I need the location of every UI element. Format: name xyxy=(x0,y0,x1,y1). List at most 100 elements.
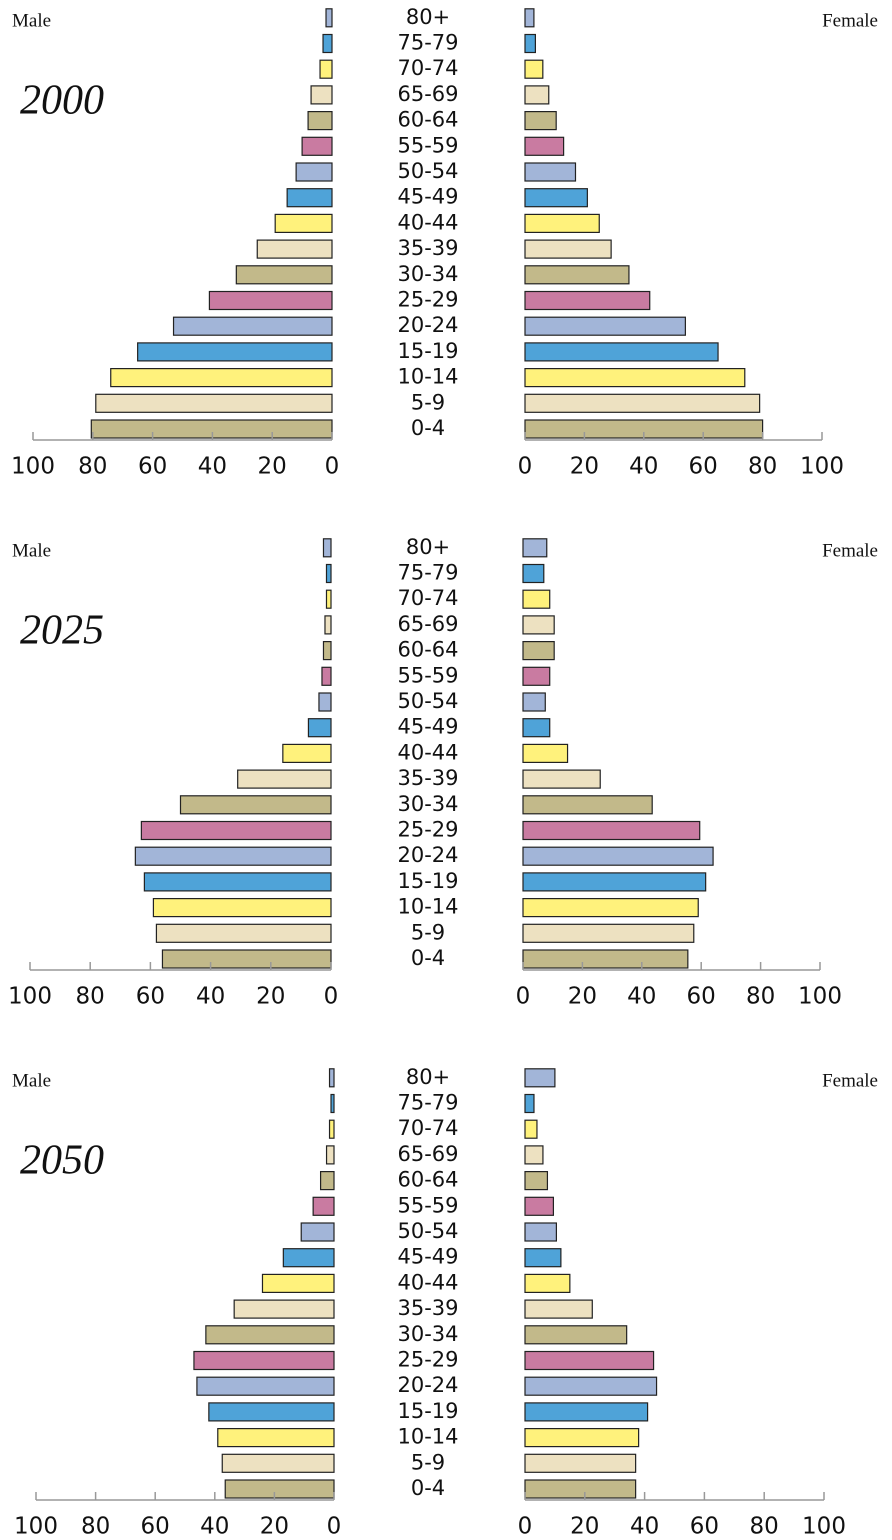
x-tick-label: 80 xyxy=(748,454,777,480)
age-label: 60-64 xyxy=(397,1168,458,1192)
age-label: 75-79 xyxy=(397,31,458,55)
legend-label: Male xyxy=(12,540,51,561)
age-label: 45-49 xyxy=(397,185,458,209)
female-bar xyxy=(524,239,612,259)
male-bar xyxy=(95,393,333,413)
x-tick-label: 0 xyxy=(518,454,533,480)
female-bar xyxy=(522,692,546,712)
age-label: 80+ xyxy=(406,5,450,29)
female-bar xyxy=(522,872,707,892)
male-bar xyxy=(134,846,332,866)
female-bar xyxy=(524,213,600,233)
male-bar xyxy=(143,872,332,892)
age-label: 15-19 xyxy=(397,339,458,363)
legend-label: Female xyxy=(822,540,878,561)
female-bar xyxy=(524,1170,549,1191)
male-bar xyxy=(324,615,332,635)
age-label: 50-54 xyxy=(397,1219,458,1243)
female-bar xyxy=(524,1402,649,1422)
x-tick-label: 40 xyxy=(200,1514,229,1540)
male-bar xyxy=(307,718,332,738)
male-bar xyxy=(152,897,332,918)
male-bar xyxy=(208,290,333,311)
age-label: 5-9 xyxy=(411,1450,445,1474)
male-bar xyxy=(322,538,332,558)
x-tick-label: 100 xyxy=(800,454,844,480)
male-bar xyxy=(205,1325,335,1345)
x-tick-label: 20 xyxy=(258,454,287,480)
male-bar xyxy=(330,1093,335,1114)
female-bar xyxy=(522,538,548,558)
age-label: 10-14 xyxy=(397,895,458,919)
male-bar xyxy=(110,368,333,388)
female-bar xyxy=(524,342,719,362)
female-bar xyxy=(524,1068,556,1088)
x-tick-label: 60 xyxy=(136,984,165,1010)
age-label: 55-59 xyxy=(397,133,458,157)
male-bar xyxy=(235,265,333,285)
female-bar xyxy=(522,615,555,635)
male-bar xyxy=(161,949,332,969)
x-tick-label: 60 xyxy=(138,454,167,480)
age-label: 60-64 xyxy=(397,638,458,662)
age-label: 5-9 xyxy=(411,390,445,414)
male-bar xyxy=(321,666,332,686)
male-bar xyxy=(155,923,332,943)
female-bar xyxy=(522,743,569,764)
female-bar xyxy=(524,316,686,336)
male-bar xyxy=(172,316,333,336)
male-bar xyxy=(179,795,332,815)
age-label: 30-34 xyxy=(397,262,458,286)
female-bar xyxy=(524,1273,571,1294)
x-tick-label: 0 xyxy=(518,1514,533,1540)
age-label: 65-69 xyxy=(397,82,458,106)
female-bar xyxy=(524,162,577,182)
x-tick-label: 40 xyxy=(627,984,656,1010)
x-tick-label: 0 xyxy=(324,984,339,1010)
age-label: 50-54 xyxy=(397,689,458,713)
female-bar xyxy=(524,33,536,54)
age-label: 45-49 xyxy=(397,715,458,739)
age-label: 15-19 xyxy=(397,1399,458,1423)
x-tick-label: 40 xyxy=(198,454,227,480)
legend-label: Female xyxy=(822,10,878,31)
male-bar xyxy=(325,8,333,28)
female-bar xyxy=(522,949,689,969)
age-label: 50-54 xyxy=(397,159,458,183)
age-label: 80+ xyxy=(406,535,450,559)
age-label: 70-74 xyxy=(397,586,458,610)
x-tick-label: 100 xyxy=(798,984,842,1010)
x-tick-label: 20 xyxy=(568,984,597,1010)
male-bar xyxy=(322,33,333,54)
age-label: 60-64 xyxy=(397,108,458,132)
female-bar xyxy=(522,820,701,841)
female-bar xyxy=(524,1093,535,1114)
female-bar xyxy=(524,368,746,388)
male-bar xyxy=(282,1248,335,1268)
male-bar xyxy=(318,692,332,712)
female-bar xyxy=(524,1196,555,1216)
female-bar xyxy=(524,1376,658,1396)
x-tick-label: 60 xyxy=(689,454,718,480)
age-label: 55-59 xyxy=(397,1193,458,1217)
female-bar xyxy=(522,795,653,815)
male-bar xyxy=(319,1170,335,1191)
age-label: 40-44 xyxy=(397,210,458,234)
male-bar xyxy=(295,162,333,182)
age-label: 30-34 xyxy=(397,1322,458,1346)
male-bar xyxy=(137,342,333,362)
x-tick-label: 100 xyxy=(11,454,55,480)
female-bar xyxy=(524,1248,562,1268)
male-bar xyxy=(140,820,332,841)
x-tick-label: 40 xyxy=(196,984,225,1010)
female-bar xyxy=(524,290,651,311)
male-bar xyxy=(325,1145,335,1165)
female-bar xyxy=(522,769,601,789)
male-bar xyxy=(282,743,332,764)
age-label: 0-4 xyxy=(411,1476,445,1500)
x-tick-label: 80 xyxy=(746,984,775,1010)
female-bar xyxy=(524,1145,544,1165)
x-tick-label: 100 xyxy=(8,984,52,1010)
x-tick-label: 80 xyxy=(750,1514,779,1540)
male-bar xyxy=(322,640,332,661)
